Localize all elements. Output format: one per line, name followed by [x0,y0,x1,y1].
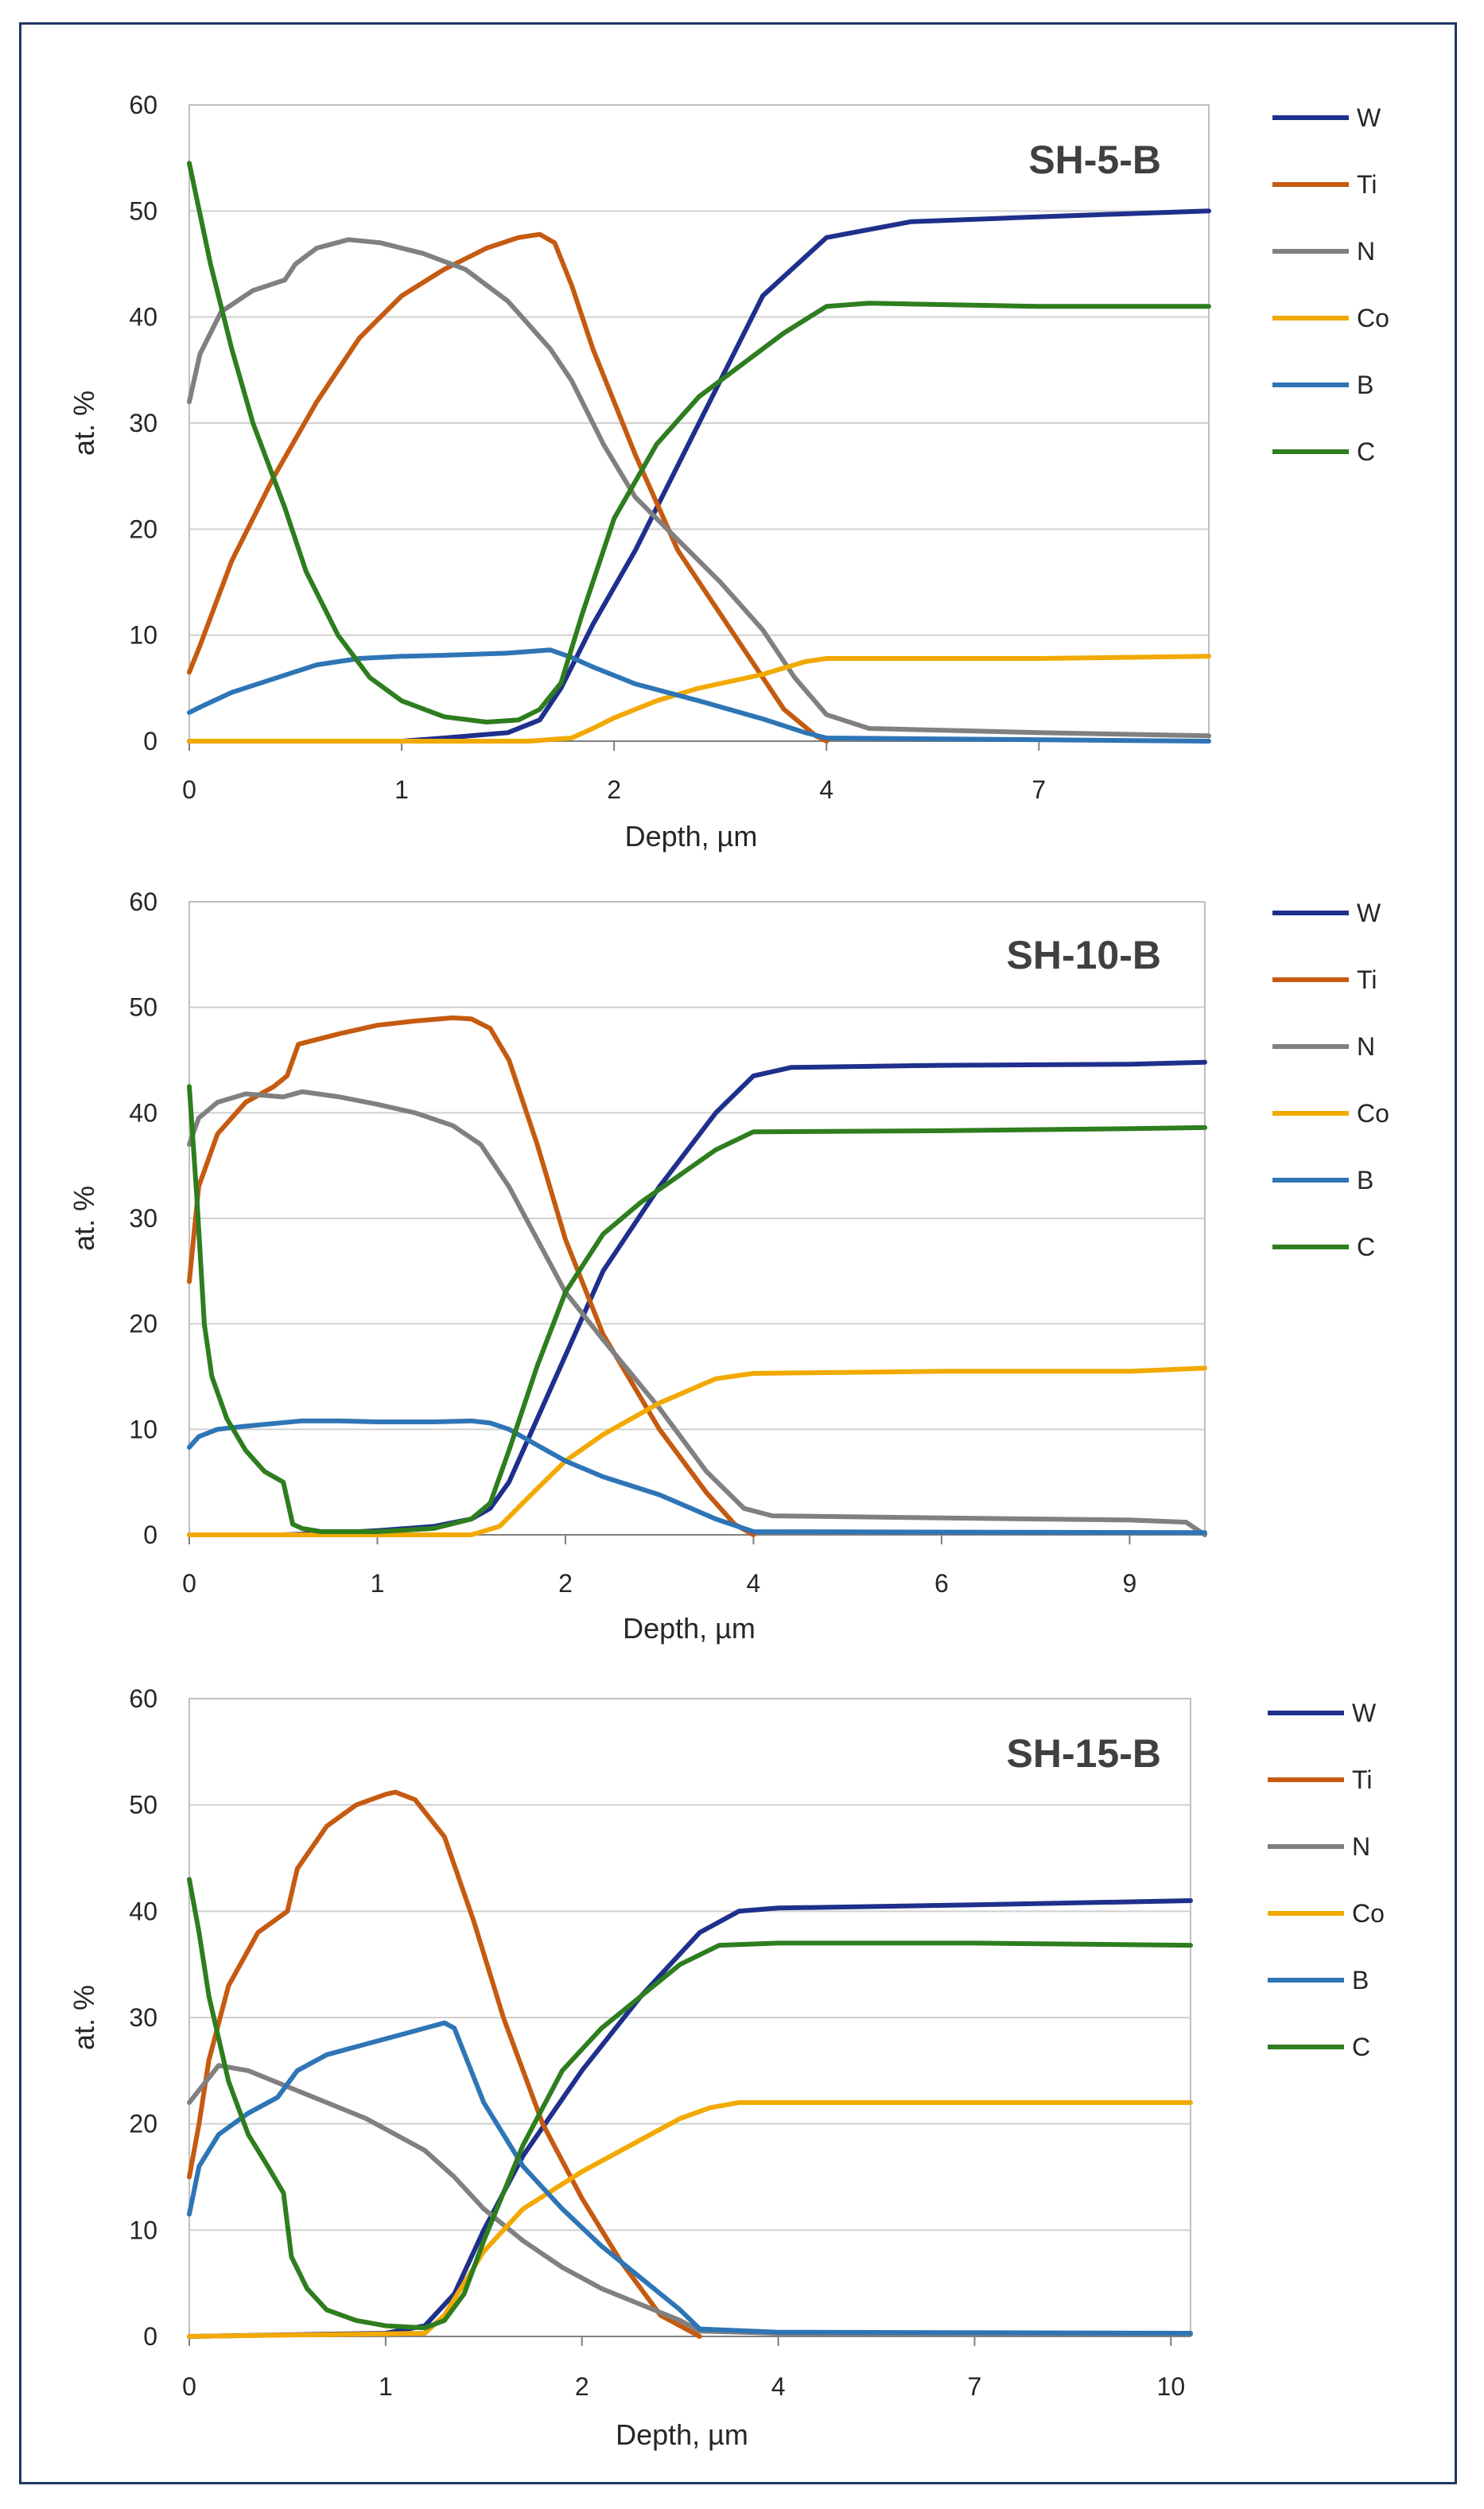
x-tick-label: 2 [575,2372,589,2401]
series-line-n [187,237,1211,739]
series-line-n [187,2063,1193,2337]
y-tick-label: 30 [129,409,157,437]
legend: W Ti N Co B C [1268,1699,1385,2061]
x-tick-label: 1 [371,1569,385,1598]
legend-label-ti: Ti [1357,170,1377,199]
chart-panel-2: 0 10 20 30 40 50 60 0 1 2 4 6 9 Depth, µm at. % SH-10-B… [68,887,1389,1645]
legend-label-w: W [1352,1699,1377,1727]
y-tick-label: 30 [129,1204,157,1233]
y-tick-label: 40 [129,1897,157,1925]
legend-label-n: N [1357,237,1375,266]
y-tick-label: 60 [129,91,157,119]
y-tick-label: 0 [143,1521,157,1549]
series-line-ti [187,1789,702,2339]
x-tick-label: 2 [607,775,621,804]
y-tick-label: 60 [129,1684,157,1713]
series-line-ti [187,231,829,744]
legend-label-c: C [1357,437,1375,466]
x-tick-label: 2 [558,1569,573,1598]
legend-label-n: N [1357,1032,1375,1061]
legend: W Ti N Co B C [1272,103,1389,466]
y-tick-label: 50 [129,196,157,225]
chart-title: SH-10-B [1007,933,1161,977]
legend-label-ti: Ti [1357,965,1377,994]
legend-label-b: B [1357,371,1373,399]
x-tick-label: 7 [968,2372,982,2401]
x-tick-label: 6 [934,1569,949,1598]
series-line-n [187,1089,1207,1537]
x-axis-title: Depth, µm [616,2418,748,2451]
legend-label-co: Co [1357,304,1389,332]
series-line-b [187,2020,1193,2336]
legend-label-co: Co [1357,1099,1389,1128]
y-tick-label: 10 [129,621,157,650]
chart-title: SH-15-B [1007,1731,1161,1776]
x-tick-label: 4 [747,1569,761,1598]
series-line-co [187,2099,1193,2339]
x-tick-label: 1 [394,775,409,804]
legend-label-ti: Ti [1352,1765,1372,1794]
x-tick-label: 7 [1031,775,1046,804]
chart-panel-3: 0 10 20 30 40 50 60 0 1 2 4 7 10 Depth, µm at. % SH-15-… [68,1684,1385,2451]
y-tick-label: 0 [143,727,157,755]
series-line-c [187,1877,1193,2331]
legend: W Ti N Co B C [1272,899,1389,1261]
x-axis-title: Depth, µm [623,1612,756,1645]
x-tick-label: 4 [771,2372,786,2401]
x-tick-label: 0 [182,775,196,804]
series-line-co [187,1365,1207,1537]
y-axis-title: at. % [68,1186,100,1251]
series-line-b [187,1418,1207,1536]
legend-label-n: N [1352,1832,1370,1861]
chart-panel-1: 0 10 20 30 40 50 60 0 1 2 4 7 Depth, µm at. % SH-5-B W T… [68,91,1389,853]
x-tick-label: 4 [819,775,833,804]
x-tick-label: 0 [182,1569,196,1598]
series-line-b [187,647,1211,744]
y-tick-label: 20 [129,2110,157,2138]
x-tick-label: 10 [1157,2372,1186,2401]
legend-label-b: B [1352,1966,1369,1994]
legend-label-b: B [1357,1166,1373,1194]
x-tick-label: 1 [379,2372,393,2401]
y-axis-title: at. % [68,1985,100,2050]
y-tick-label: 40 [129,303,157,332]
x-tick-label: 9 [1123,1569,1137,1598]
legend-label-c: C [1357,1233,1375,1261]
y-tick-label: 50 [129,993,157,1022]
y-tick-label: 10 [129,1415,157,1443]
y-tick-label: 20 [129,515,157,543]
y-tick-label: 20 [129,1310,157,1338]
y-tick-label: 30 [129,2003,157,2032]
y-axis-title: at. % [68,390,100,456]
y-tick-label: 40 [129,1098,157,1127]
x-axis-title: Depth, µm [625,820,758,853]
legend-label-w: W [1357,899,1381,927]
y-tick-label: 0 [143,2322,157,2351]
y-tick-label: 50 [129,1791,157,1820]
legend-label-c: C [1352,2033,1370,2061]
x-tick-label: 0 [182,2372,196,2401]
y-tick-label: 10 [129,2216,157,2244]
legend-label-co: Co [1352,1899,1385,1928]
series-line-c [187,161,1211,724]
chart-title: SH-5-B [1028,138,1161,182]
legend-label-w: W [1357,103,1381,132]
y-tick-label: 60 [129,887,157,916]
series-line-c [187,1084,1207,1534]
